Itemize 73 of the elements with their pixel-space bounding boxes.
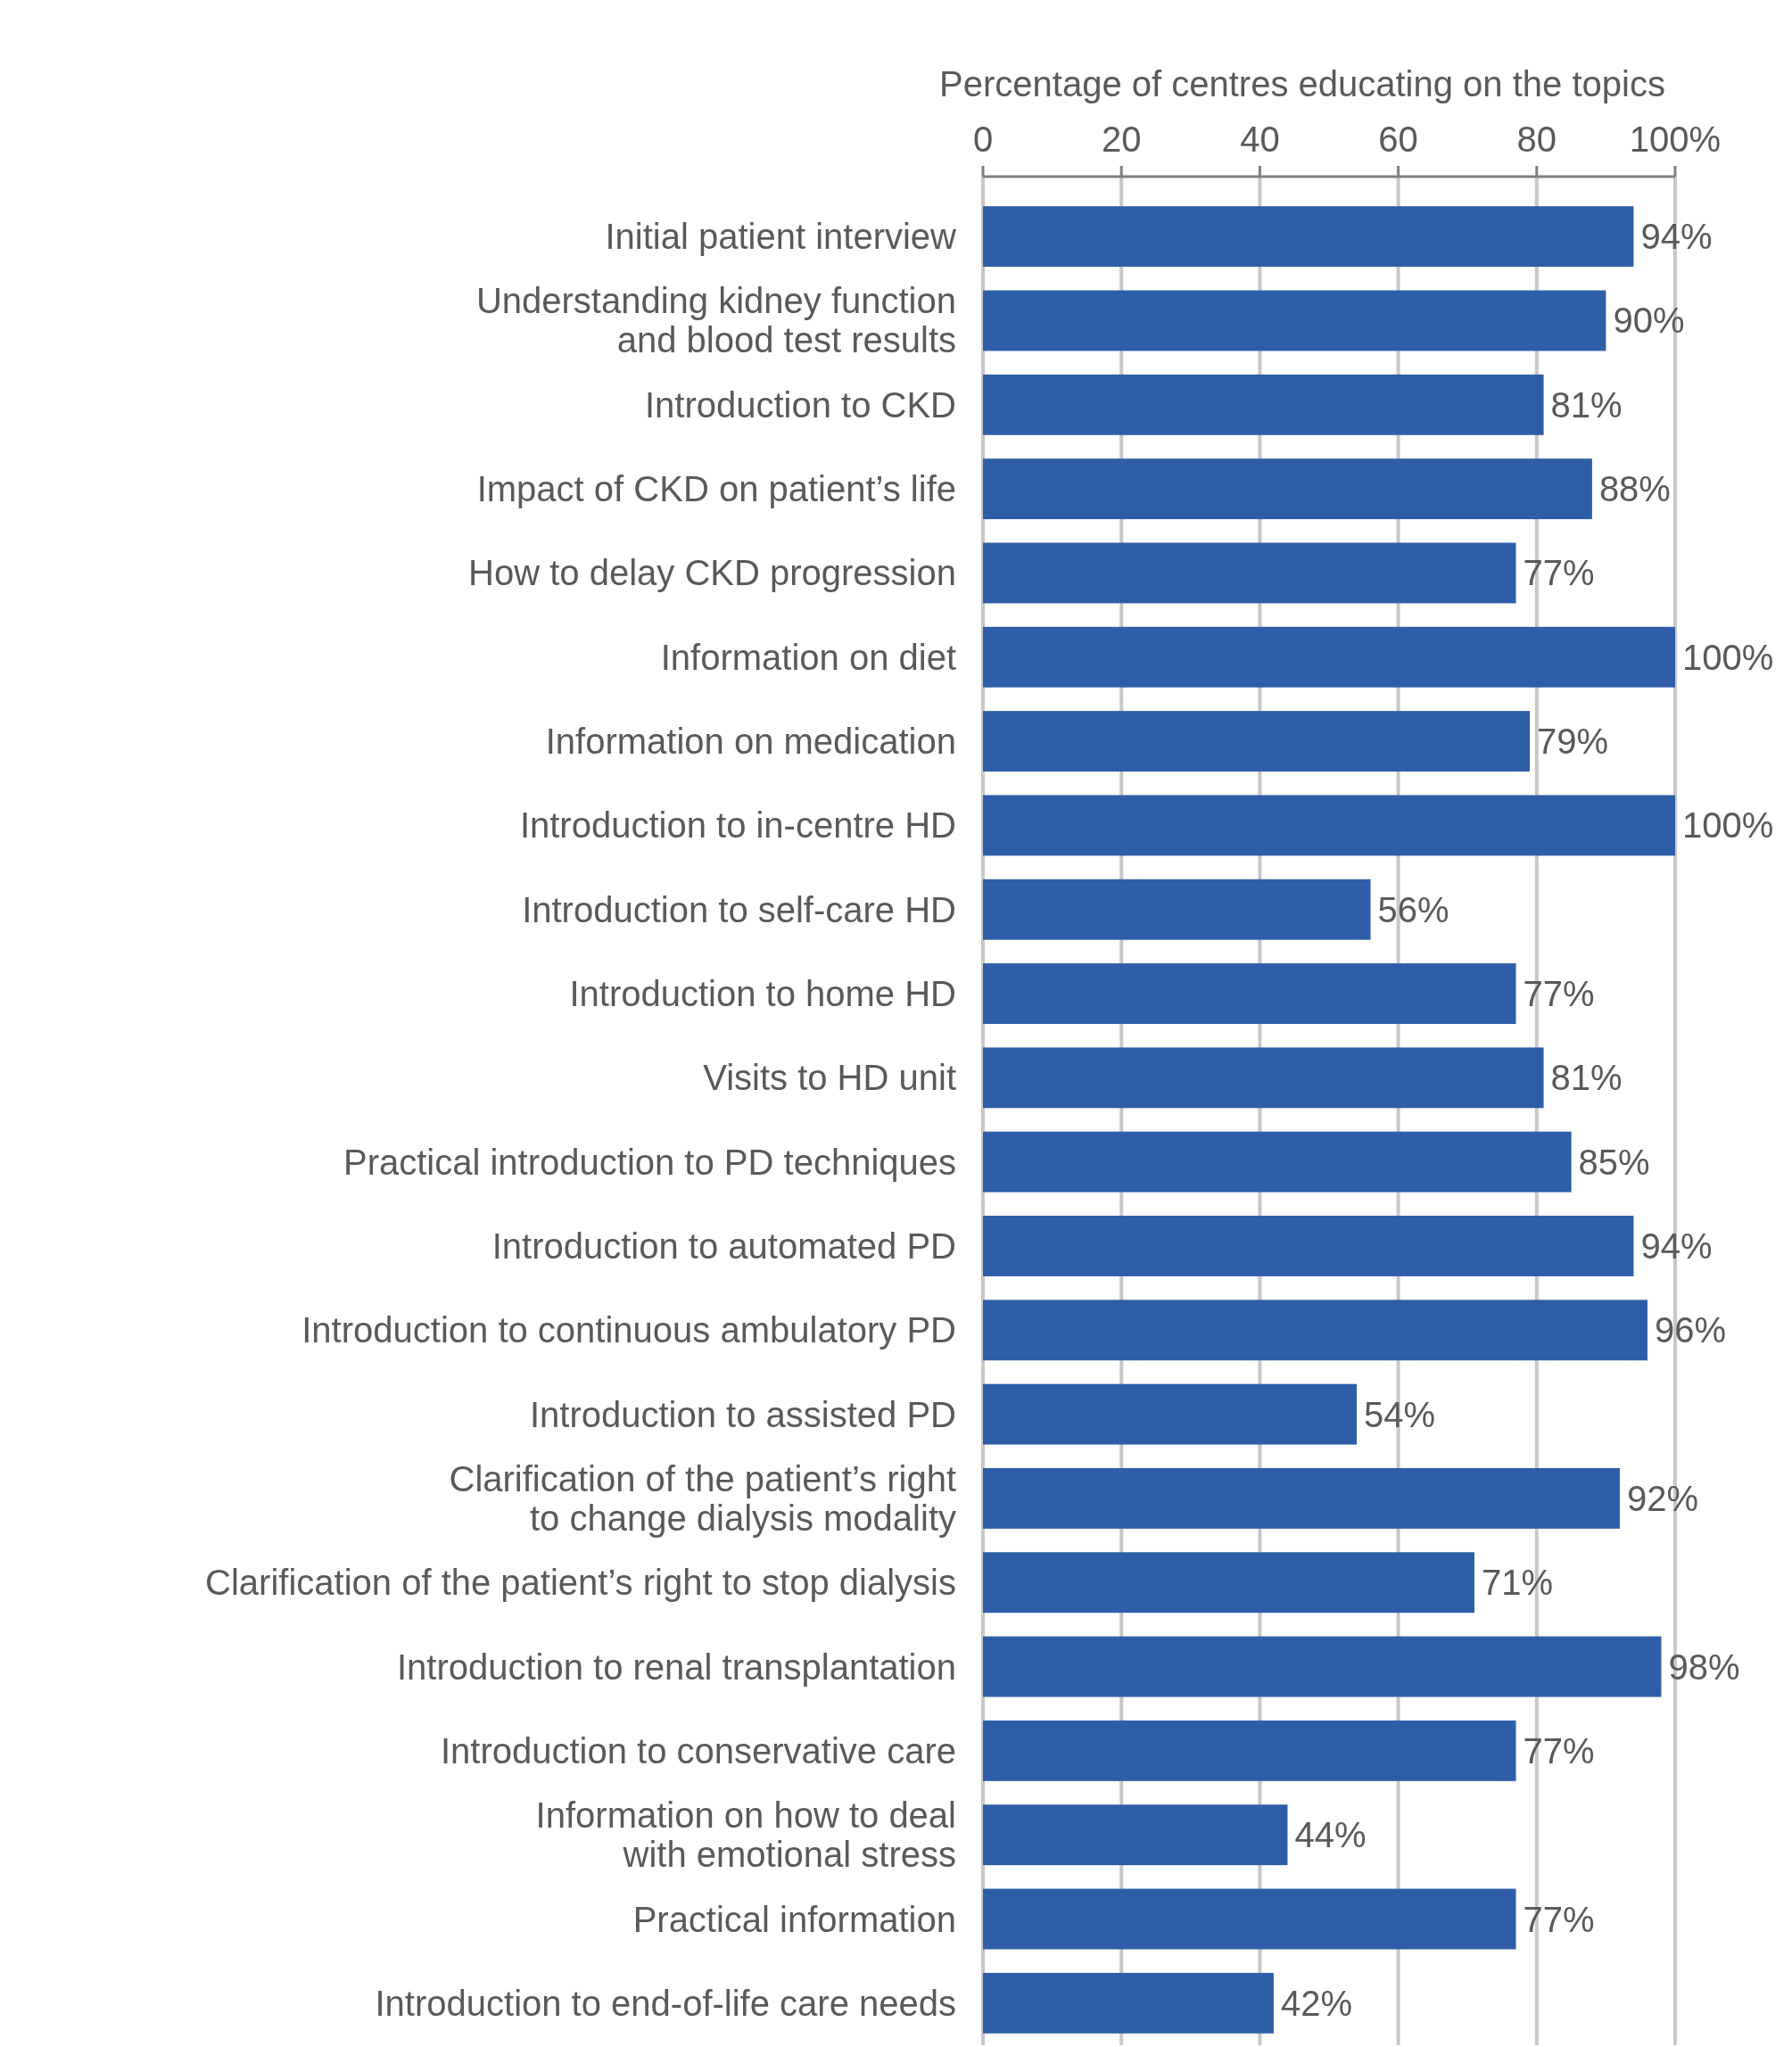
bar <box>983 1131 1572 1193</box>
x-tick-label: 60 <box>1378 120 1418 159</box>
bar <box>983 795 1675 856</box>
bar <box>983 1720 1516 1781</box>
y-tick-label: Introduction to self-care HD <box>522 889 956 929</box>
y-tick-label: Introduction to continuous ambulatory PD <box>301 1310 956 1350</box>
y-tick-label: Introduction to home HD <box>569 974 956 1014</box>
y-tick-label: Initial patient interview <box>605 217 957 257</box>
data-label: 42% <box>1280 1983 1352 2023</box>
data-label: 100% <box>1682 805 1774 846</box>
data-label: 79% <box>1537 722 1609 762</box>
bar <box>983 963 1516 1024</box>
bar <box>983 1804 1288 1866</box>
data-label: 94% <box>1640 1226 1713 1266</box>
data-label: 100% <box>1682 637 1774 677</box>
data-label: 81% <box>1550 384 1623 425</box>
data-label: 88% <box>1598 469 1671 509</box>
y-tick-label: Information on diet <box>660 637 956 677</box>
data-label: 96% <box>1654 1310 1727 1350</box>
y-tick-label: Introduction to CKD <box>644 384 956 425</box>
bar <box>983 290 1606 351</box>
y-tick-label: Introduction to automated PD <box>491 1226 956 1266</box>
bar <box>983 1467 1620 1529</box>
y-tick-label: Information on how to deal with emotional stress <box>535 1795 956 1875</box>
y-tick-label: Understanding kidney function and blood test results <box>475 281 956 360</box>
bar <box>983 206 1634 268</box>
y-tick-label: Impact of CKD on patient’s life <box>476 469 956 509</box>
data-label: 54% <box>1364 1394 1436 1434</box>
bar <box>983 458 1592 520</box>
data-label: 81% <box>1550 1058 1623 1098</box>
bar <box>983 1552 1474 1614</box>
y-tick-label: Clarification of the patient’s right to change dialysis modality <box>449 1458 956 1538</box>
y-tick-label: Visits to HD unit <box>703 1058 956 1098</box>
y-tick-label: Introduction to end-of-life care needs <box>375 1983 956 2023</box>
bar <box>983 879 1371 940</box>
x-tick-label: 20 <box>1101 120 1142 159</box>
data-label: 92% <box>1626 1478 1698 1518</box>
x-tick-label: 100% <box>1629 120 1722 159</box>
y-tick-label: Practical introduction to PD techniques <box>343 1142 956 1182</box>
x-tick-label: 0 <box>972 120 994 159</box>
data-label: 90% <box>1613 301 1685 341</box>
data-label: 77% <box>1523 553 1595 593</box>
x-tick-label: 40 <box>1240 120 1280 159</box>
bar <box>983 1216 1634 1276</box>
data-label: 44% <box>1294 1815 1367 1855</box>
data-label: 77% <box>1523 1899 1595 1939</box>
bar <box>983 1383 1358 1445</box>
bar <box>983 711 1531 772</box>
data-label: 98% <box>1668 1647 1740 1687</box>
bar <box>983 1972 1274 2034</box>
bar <box>983 1888 1516 1950</box>
data-label: 94% <box>1640 217 1713 257</box>
y-tick-label: Practical information <box>632 1899 956 1939</box>
data-label: 77% <box>1523 974 1595 1014</box>
bar <box>983 542 1516 604</box>
bar <box>983 1300 1647 1361</box>
y-tick-label: Information on medication <box>545 722 956 762</box>
data-label: 56% <box>1377 889 1449 929</box>
x-axis-title: Percentage of centres educating on the topics <box>939 64 1665 103</box>
y-tick-label: Introduction to in-centre HD <box>519 805 956 846</box>
y-tick-label: Clarification of the patient’s right to stop dialysis <box>205 1563 956 1603</box>
data-label: 77% <box>1523 1730 1595 1770</box>
y-tick-label: How to delay CKD progression <box>468 553 956 593</box>
bar <box>983 1047 1544 1109</box>
data-label: 71% <box>1481 1563 1554 1603</box>
bar <box>983 1636 1662 1697</box>
data-label: 85% <box>1578 1142 1650 1182</box>
y-tick-label: Introduction to renal transplantation <box>396 1647 956 1687</box>
x-tick-label: 80 <box>1516 120 1557 159</box>
bar <box>983 626 1675 688</box>
bar <box>983 374 1544 435</box>
y-tick-label: Introduction to assisted PD <box>529 1394 956 1434</box>
y-tick-label: Introduction to conservative care <box>440 1730 956 1770</box>
